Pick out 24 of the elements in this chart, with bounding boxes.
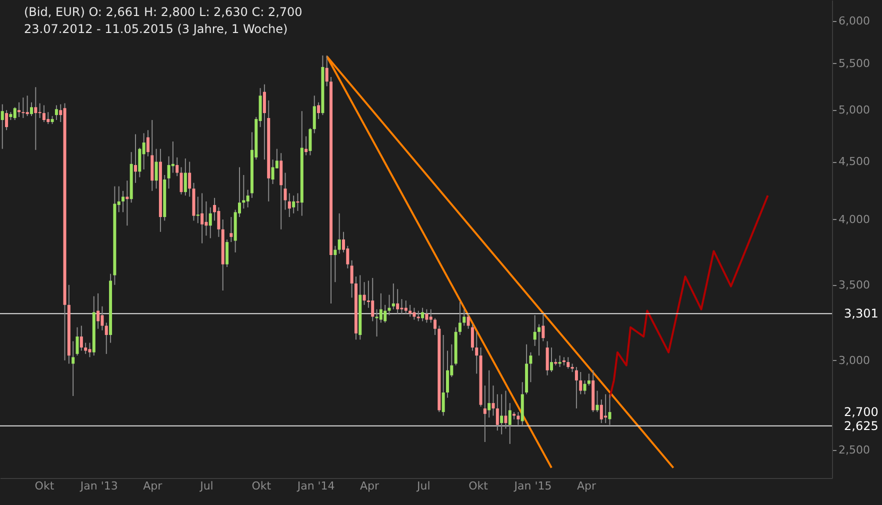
y-tick-label: 3,500 <box>838 278 870 292</box>
y-tick-label: 4,500 <box>838 155 870 168</box>
x-tick-label: Apr <box>143 480 163 492</box>
y-tick-label: 5,000 <box>838 104 870 117</box>
x-tick-label: Okt <box>468 480 489 492</box>
x-tick-label: Okt <box>34 480 55 492</box>
x-tick-label: Jul <box>199 480 214 492</box>
x-tick-label: Jan '13 <box>79 480 118 492</box>
x-tick-label: Apr <box>360 480 380 492</box>
chart-title: (Bid, EUR) O: 2,661 H: 2,800 L: 2,630 C: 2,700 <box>24 5 302 19</box>
y-tick-label: 6,000 <box>838 14 870 28</box>
y-tick-label: 3,000 <box>838 354 870 367</box>
x-tick-label: Jul <box>416 480 430 492</box>
x-tick-label: Jan '15 <box>513 480 552 492</box>
text: 23.07.2012 - 11.05.2015 (3 Jahre, 1 Woche) <box>24 22 288 36</box>
y-tick-label: 5,500 <box>838 56 870 70</box>
text: 2,700 <box>844 405 878 420</box>
x-tick-label: Okt <box>252 480 272 492</box>
ref-line-label: 2,625 <box>844 418 878 433</box>
x-tick-label: Jan '14 <box>296 480 335 492</box>
y-tick-label: 4,000 <box>838 212 870 226</box>
ref-line-label: 3,301 <box>844 306 878 321</box>
x-tick-label: Apr <box>576 480 596 492</box>
y-tick-label: 2,500 <box>838 443 870 456</box>
